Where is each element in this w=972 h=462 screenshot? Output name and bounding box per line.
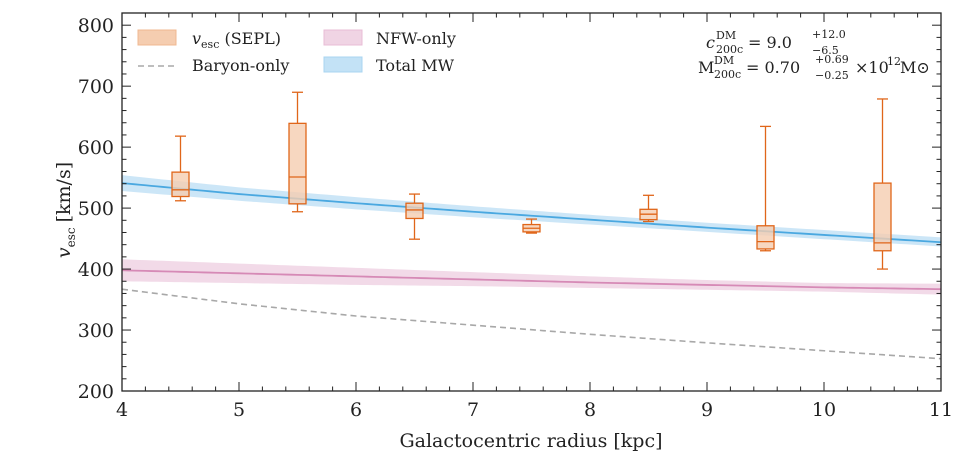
x-tick-label: 7: [467, 399, 479, 421]
annotation-concentration-minus: −6.5: [812, 44, 839, 57]
y-axis-label-sub: esc: [64, 227, 78, 247]
annotation-mass-sub: 200c: [714, 68, 741, 81]
box-4_5: [171, 135, 190, 202]
annotation-concentration-plus: +12.0: [812, 28, 846, 41]
band-total-mw: [122, 175, 941, 247]
x-tick-label: 10: [812, 399, 836, 421]
box-9_5: [756, 125, 775, 252]
line-baryon-only: [122, 288, 941, 360]
box-iqr: [873, 182, 892, 252]
x-axis-label: Galactocentric radius [kpc]: [399, 430, 662, 452]
box-iqr: [405, 202, 424, 220]
box-iqr: [171, 171, 190, 198]
legend-label-baryon: Baryon-only: [192, 56, 289, 75]
box-5_5: [288, 91, 307, 213]
x-tick-label: 11: [929, 399, 953, 421]
y-axis-label-unit: [km/s]: [53, 162, 75, 223]
box-iqr: [756, 225, 775, 250]
annotation-mass: M: [698, 58, 714, 77]
legend: vesc (SEPL) Baryon-only NFW-only Total M…: [137, 29, 456, 75]
annotation-concentration-value: = 9.0: [748, 33, 792, 52]
lines-layer: [122, 182, 941, 360]
legend-swatch-nfw: [323, 29, 363, 46]
annotation-concentration: c: [706, 33, 715, 52]
annotation-mass-scale: ×10: [855, 58, 889, 77]
legend-label-nfw: NFW-only: [376, 29, 456, 48]
x-tick-label: 6: [350, 399, 362, 421]
annotation-mass-exponent: 12: [887, 55, 901, 68]
y-tick-label: 700: [78, 76, 114, 98]
box-6_5: [405, 193, 424, 240]
axes-layer: 4 5 6 7 8 9 10 11 200 300 400 500 600 700 800: [78, 12, 953, 421]
annotation-mass-unit: M⊙: [900, 58, 930, 77]
line-nfw-only: [122, 269, 941, 291]
line-total-mw: [122, 182, 941, 244]
annotation-mass-minus: −0.25: [815, 69, 849, 82]
fit-annotation: c DM 200c = 9.0 +12.0 −6.5 M DM 200c = 0…: [698, 28, 930, 82]
legend-label-sepl: vesc (SEPL): [192, 29, 281, 51]
legend-label-total: Total MW: [376, 56, 455, 75]
svg-text:vesc[km/s]: vesc [km/s]: [53, 162, 78, 258]
y-tick-label: 600: [78, 137, 114, 159]
annotation-concentration-sup: DM: [716, 29, 736, 42]
annotation-mass-plus: +0.69: [815, 53, 849, 66]
y-tick-label: 400: [78, 259, 114, 281]
band-nfw-only: [122, 259, 941, 295]
annotation-concentration-sub: 200c: [716, 43, 743, 56]
box-iqr: [288, 122, 307, 205]
plot-frame: [121, 12, 942, 392]
y-tick-label: 500: [78, 198, 114, 220]
boxes-layer: [171, 91, 892, 270]
y-axis-label-main: v: [53, 247, 75, 258]
legend-swatch-sepl: [137, 29, 177, 46]
y-axis-label: vesc [km/s]: [53, 162, 78, 258]
annotation-mass-sup: DM: [714, 54, 734, 67]
x-tick-label: 8: [584, 399, 596, 421]
x-tick-label: 9: [701, 399, 713, 421]
box-8_5: [639, 194, 658, 223]
annotation-mass-value: = 0.70: [746, 58, 800, 77]
box-7_5: [522, 218, 541, 234]
y-tick-label: 200: [78, 381, 114, 403]
x-tick-label: 5: [233, 399, 245, 421]
x-tick-label: 4: [116, 399, 128, 421]
y-tick-label: 800: [78, 15, 114, 37]
legend-swatch-total: [323, 56, 363, 73]
box-10_5: [873, 98, 892, 270]
y-tick-label: 300: [78, 320, 114, 342]
